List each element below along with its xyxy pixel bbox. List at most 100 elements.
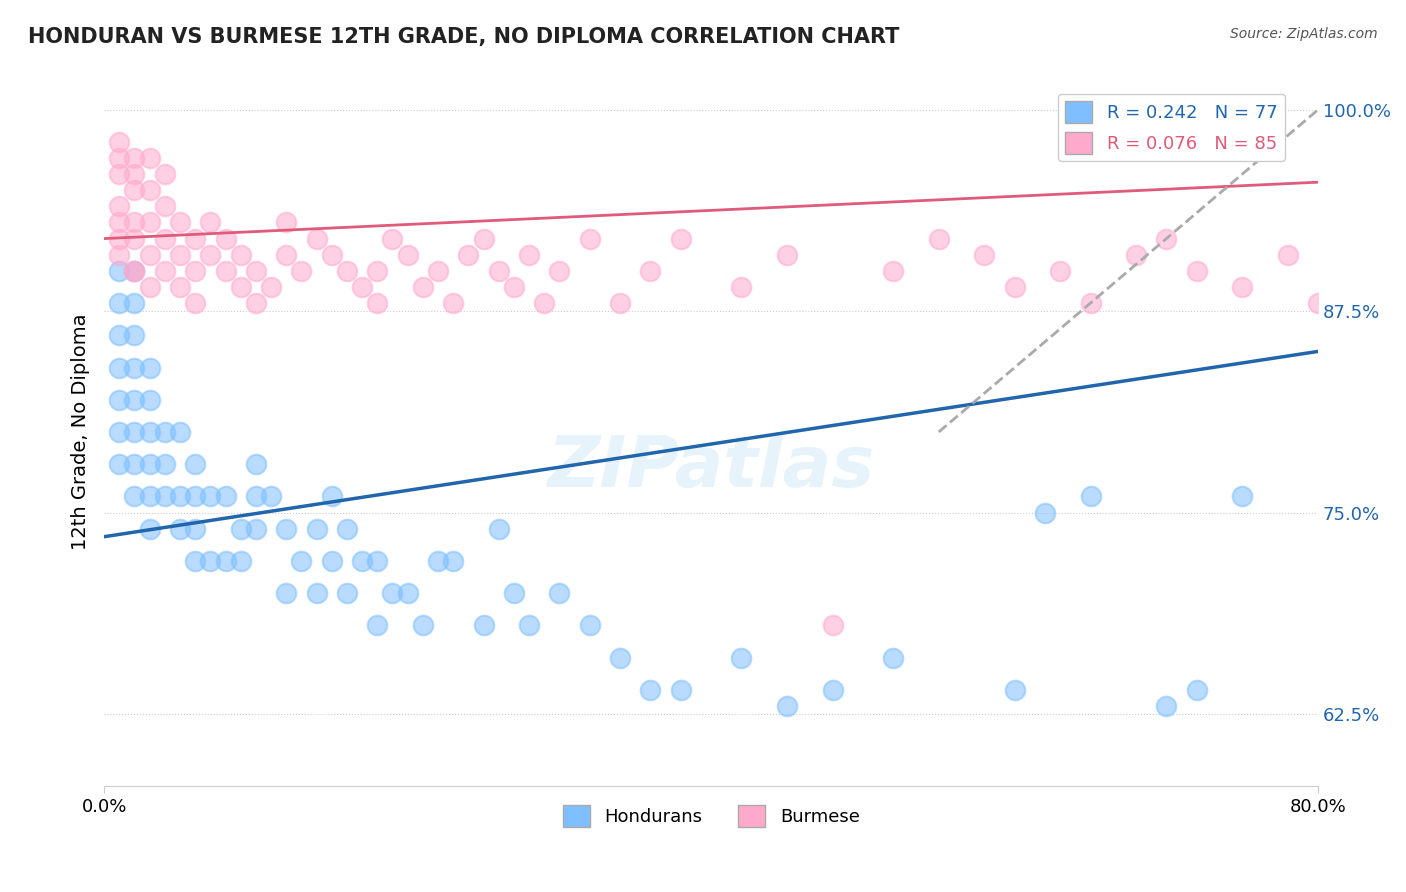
Point — [138, 280, 160, 294]
Point — [245, 264, 267, 278]
Point — [200, 490, 222, 504]
Point — [502, 280, 524, 294]
Point — [366, 296, 388, 310]
Point — [730, 650, 752, 665]
Point — [108, 231, 131, 245]
Legend: Hondurans, Burmese: Hondurans, Burmese — [555, 797, 868, 834]
Point — [1080, 296, 1102, 310]
Point — [169, 490, 191, 504]
Point — [1125, 248, 1147, 262]
Point — [108, 457, 131, 471]
Point — [396, 248, 419, 262]
Point — [366, 618, 388, 632]
Point — [200, 215, 222, 229]
Point — [124, 264, 146, 278]
Point — [108, 248, 131, 262]
Point — [229, 280, 252, 294]
Point — [169, 215, 191, 229]
Point — [381, 586, 404, 600]
Point — [108, 215, 131, 229]
Point — [336, 586, 359, 600]
Point — [821, 618, 844, 632]
Point — [138, 360, 160, 375]
Point — [517, 248, 540, 262]
Point — [1337, 264, 1360, 278]
Point — [169, 280, 191, 294]
Point — [290, 264, 312, 278]
Point — [138, 183, 160, 197]
Point — [412, 280, 434, 294]
Point — [412, 618, 434, 632]
Point — [153, 457, 176, 471]
Point — [1277, 248, 1299, 262]
Point — [229, 522, 252, 536]
Point — [124, 490, 146, 504]
Point — [928, 231, 950, 245]
Text: ZIPatlas: ZIPatlas — [547, 433, 875, 502]
Point — [533, 296, 555, 310]
Point — [1232, 280, 1254, 294]
Point — [169, 248, 191, 262]
Point — [200, 248, 222, 262]
Point — [153, 167, 176, 181]
Point — [124, 264, 146, 278]
Point — [882, 264, 904, 278]
Point — [472, 231, 495, 245]
Point — [640, 682, 662, 697]
Point — [108, 360, 131, 375]
Point — [108, 199, 131, 213]
Point — [381, 231, 404, 245]
Point — [321, 490, 343, 504]
Point — [488, 522, 510, 536]
Point — [245, 457, 267, 471]
Point — [153, 264, 176, 278]
Point — [321, 248, 343, 262]
Point — [108, 151, 131, 165]
Point — [290, 554, 312, 568]
Point — [276, 215, 298, 229]
Point — [305, 586, 328, 600]
Point — [336, 522, 359, 536]
Point — [1049, 264, 1071, 278]
Point — [138, 392, 160, 407]
Point — [124, 457, 146, 471]
Point — [427, 264, 450, 278]
Point — [609, 296, 631, 310]
Point — [276, 586, 298, 600]
Point — [153, 231, 176, 245]
Point — [138, 457, 160, 471]
Point — [124, 183, 146, 197]
Point — [1185, 682, 1208, 697]
Point — [457, 248, 479, 262]
Point — [321, 554, 343, 568]
Point — [184, 554, 207, 568]
Point — [1156, 231, 1178, 245]
Text: Source: ZipAtlas.com: Source: ZipAtlas.com — [1230, 27, 1378, 41]
Text: HONDURAN VS BURMESE 12TH GRADE, NO DIPLOMA CORRELATION CHART: HONDURAN VS BURMESE 12TH GRADE, NO DIPLO… — [28, 27, 900, 46]
Point — [1033, 506, 1056, 520]
Point — [669, 682, 692, 697]
Point — [488, 264, 510, 278]
Point — [229, 554, 252, 568]
Point — [124, 296, 146, 310]
Point — [441, 554, 464, 568]
Point — [124, 231, 146, 245]
Point — [138, 425, 160, 439]
Point — [138, 215, 160, 229]
Point — [1004, 682, 1026, 697]
Point — [124, 151, 146, 165]
Point — [108, 425, 131, 439]
Point — [108, 296, 131, 310]
Point — [108, 135, 131, 149]
Point — [124, 328, 146, 343]
Point — [184, 264, 207, 278]
Point — [609, 650, 631, 665]
Point — [821, 682, 844, 697]
Point — [441, 296, 464, 310]
Point — [669, 231, 692, 245]
Point — [200, 554, 222, 568]
Point — [305, 522, 328, 536]
Point — [124, 215, 146, 229]
Point — [427, 554, 450, 568]
Point — [124, 264, 146, 278]
